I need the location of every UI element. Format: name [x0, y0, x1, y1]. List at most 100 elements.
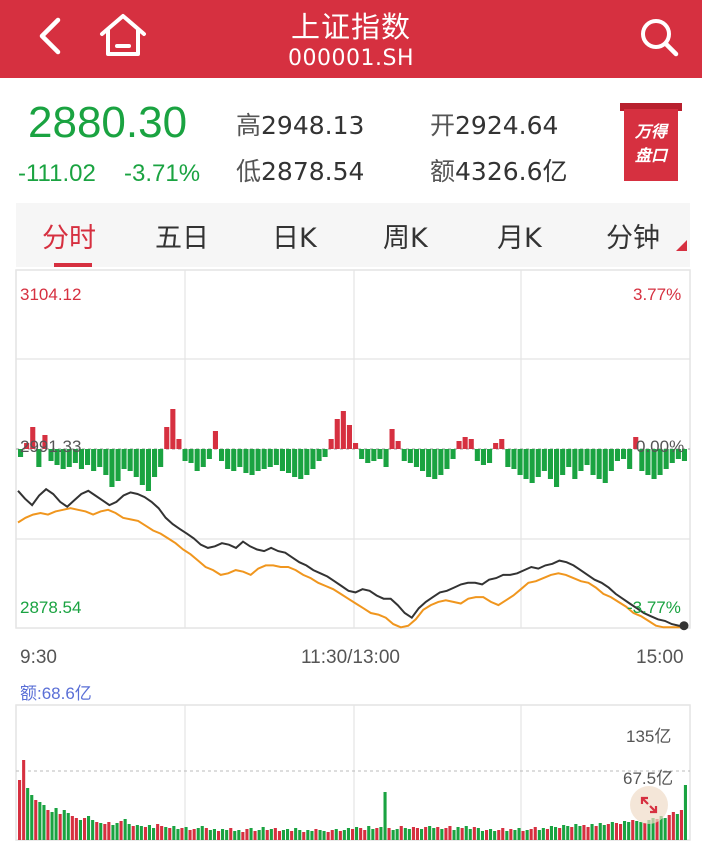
home-button[interactable] — [98, 12, 148, 58]
volume-bar — [554, 827, 558, 840]
volume-bar — [513, 830, 517, 840]
volume-bar — [606, 824, 610, 840]
volume-bar — [290, 831, 294, 840]
change-bar — [286, 449, 292, 473]
change-bar — [200, 449, 206, 467]
change-bar — [365, 449, 371, 463]
volume-bar — [233, 831, 237, 840]
volume-bar — [537, 830, 541, 840]
volume-bar — [18, 780, 22, 840]
volume-bar — [683, 785, 687, 840]
volume-bar — [472, 827, 476, 840]
volume-bar — [318, 830, 322, 840]
dropdown-triangle-icon[interactable] — [676, 240, 687, 251]
volume-bar — [480, 831, 484, 840]
volume-bar — [355, 827, 359, 840]
change-bar — [152, 449, 158, 477]
change-bar — [212, 431, 218, 449]
volume-bar — [602, 825, 606, 840]
volume-bar — [566, 826, 570, 840]
change-bar — [614, 449, 620, 461]
volume-bar — [655, 819, 659, 840]
volume-bar — [383, 792, 387, 840]
volume-bar — [139, 826, 143, 840]
volume-bar — [294, 828, 298, 840]
volume-bar — [196, 828, 200, 840]
open-stat: 开2924.64 — [430, 106, 558, 142]
volume-bar — [351, 829, 355, 840]
volume-bar — [277, 831, 281, 840]
change-bar — [474, 449, 480, 461]
change-bar — [91, 449, 97, 471]
change-bar — [505, 449, 511, 467]
change-bar — [639, 449, 645, 471]
volume-bar — [420, 829, 424, 840]
tab-minute[interactable]: 分钟 — [606, 223, 660, 254]
volume-bar — [286, 829, 290, 840]
volume-bar — [675, 814, 679, 840]
change-bar — [493, 443, 499, 449]
change-bar — [255, 449, 261, 471]
volume-bar — [217, 831, 221, 840]
page-title: 上证指数 — [290, 10, 411, 44]
back-button[interactable] — [30, 14, 74, 58]
tab-weekly-k[interactable]: 周K — [383, 223, 428, 254]
y-right-top-label: 3.77% — [633, 285, 682, 304]
change-bar — [444, 449, 450, 469]
volume-bar — [38, 802, 42, 840]
change-bar — [554, 449, 560, 487]
change-bar — [651, 449, 657, 479]
volume-bar — [204, 828, 208, 840]
open-value: 2924.64 — [455, 111, 559, 140]
change-bar — [633, 437, 639, 449]
tab-five-day[interactable]: 五日 — [155, 223, 209, 254]
change-bar — [675, 449, 681, 459]
change-bar — [310, 449, 316, 469]
volume-bar — [143, 827, 147, 840]
volume-bar — [671, 812, 675, 840]
volume-bar — [517, 828, 521, 840]
change-bar — [468, 439, 474, 449]
volume-bar — [436, 827, 440, 840]
change-bar — [353, 443, 359, 449]
volume-frame — [15, 704, 691, 841]
change-bar — [85, 449, 91, 465]
volume-bar — [54, 808, 58, 840]
change-bar — [420, 449, 426, 471]
volume-bar — [570, 827, 574, 840]
volume-bar — [334, 829, 338, 840]
change-bar — [395, 441, 401, 449]
volume-bar — [590, 824, 594, 840]
tab-monthly-k[interactable]: 月K — [497, 223, 542, 254]
change-bar — [30, 427, 36, 449]
change-bar — [231, 449, 237, 471]
search-button[interactable] — [636, 14, 682, 60]
volume-bar — [70, 816, 74, 840]
change-bar — [334, 419, 340, 449]
volume-bar — [647, 820, 651, 840]
volume-bar — [659, 816, 663, 840]
change-bar — [669, 449, 675, 463]
volume-bar — [529, 829, 533, 840]
change-bar — [596, 449, 602, 479]
wind-pankou-button[interactable]: 万得 盘口 — [620, 103, 682, 183]
change-bar — [584, 449, 590, 465]
change-bar — [572, 449, 578, 479]
change-bar — [566, 449, 572, 467]
volume-bar — [411, 827, 415, 840]
change-bar — [432, 449, 438, 479]
volume-bar — [87, 816, 91, 840]
volume-bar — [387, 828, 391, 840]
volume-bar — [253, 831, 257, 840]
volume-bar — [184, 827, 188, 840]
change-bar — [42, 435, 48, 449]
back-arrow-icon — [39, 17, 61, 55]
change-bar — [103, 449, 109, 475]
change-bar — [517, 449, 523, 475]
tab-intraday[interactable]: 分时 — [42, 223, 96, 254]
change-bar — [663, 449, 669, 469]
fullscreen-button[interactable] — [630, 786, 668, 824]
volume-bar — [66, 813, 70, 840]
tab-daily-k[interactable]: 日K — [272, 223, 317, 254]
